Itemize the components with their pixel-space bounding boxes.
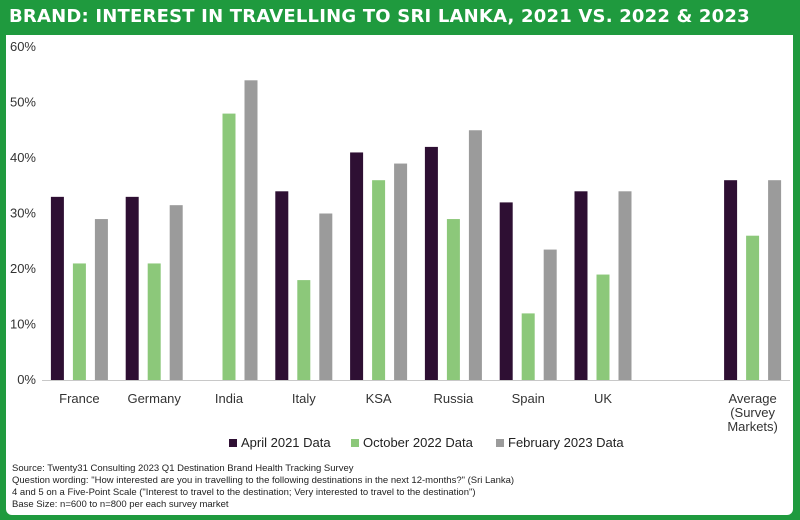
bar-april-2021-data-france bbox=[50, 196, 64, 380]
bar-february-2023-data-uk bbox=[618, 191, 632, 380]
y-tick-label: 20% bbox=[10, 261, 36, 276]
y-tick-label: 50% bbox=[10, 95, 36, 110]
base-size-note: Base Size: n=600 to n=800 per each surve… bbox=[12, 499, 229, 510]
x-tick-label-line: Italy bbox=[292, 391, 316, 406]
bar-february-2023-data-italy bbox=[319, 213, 333, 380]
legend-label: February 2023 Data bbox=[508, 435, 624, 450]
bar-october-2022-data-russia bbox=[446, 219, 460, 380]
y-tick-label: 60% bbox=[10, 39, 36, 54]
x-tick-label-line: (Survey bbox=[730, 405, 775, 420]
bar-february-2023-data-average-survey-markets- bbox=[768, 180, 782, 380]
bar-april-2021-data-germany bbox=[125, 196, 139, 380]
y-tick-label: 30% bbox=[10, 206, 36, 221]
x-tick-label: Germany bbox=[127, 391, 181, 406]
bar-april-2021-data-italy bbox=[275, 191, 289, 380]
legend-swatch bbox=[496, 439, 504, 447]
x-tick-label: France bbox=[59, 391, 99, 406]
x-tick-label: Russia bbox=[434, 391, 475, 406]
title-banner: BRAND: INTEREST IN TRAVELLING TO SRI LAN… bbox=[0, 0, 800, 34]
x-tick-label: Average (Survey Markets) bbox=[727, 391, 778, 434]
y-tick-label: 10% bbox=[10, 317, 36, 332]
legend-label: October 2022 Data bbox=[363, 435, 474, 450]
x-tick-label-line: France bbox=[59, 391, 99, 406]
bar-october-2022-data-italy bbox=[297, 280, 311, 380]
bars bbox=[50, 80, 782, 381]
x-tick-label-line: Markets) bbox=[727, 419, 778, 434]
legend-label: April 2021 Data bbox=[241, 435, 331, 450]
x-tick-label-line: Average bbox=[729, 391, 777, 406]
bar-february-2023-data-france bbox=[94, 219, 108, 380]
x-tick-label: India bbox=[215, 391, 244, 406]
bar-april-2021-data-russia bbox=[424, 146, 438, 380]
x-tick-label-line: Germany bbox=[127, 391, 181, 406]
y-axis: 0% 10% 20% 30% 40% 50% 60% bbox=[10, 39, 790, 387]
x-tick-label-line: Russia bbox=[434, 391, 475, 406]
footnotes: Source: Twenty31 Consulting 2023 Q1 Dest… bbox=[12, 463, 782, 511]
bar-april-2021-data-spain bbox=[499, 202, 513, 380]
bar-february-2023-data-ksa bbox=[394, 163, 408, 380]
x-tick-label: KSA bbox=[366, 391, 392, 406]
x-axis-labels: France Germany India Italy KSA Russia Spain UK A… bbox=[59, 391, 778, 434]
bar-october-2022-data-germany bbox=[147, 263, 161, 380]
bar-october-2022-data-ksa bbox=[372, 180, 386, 380]
chart-title: BRAND: INTEREST IN TRAVELLING TO SRI LAN… bbox=[9, 6, 750, 27]
bar-october-2022-data-average-survey-markets- bbox=[746, 235, 760, 380]
x-tick-label: Italy bbox=[292, 391, 316, 406]
bar-april-2021-data-uk bbox=[574, 191, 588, 380]
bar-february-2023-data-russia bbox=[468, 130, 482, 380]
bar-february-2023-data-spain bbox=[543, 249, 557, 380]
bar-october-2022-data-uk bbox=[596, 274, 610, 380]
x-tick-label-line: UK bbox=[594, 391, 612, 406]
bar-april-2021-data-ksa bbox=[350, 152, 364, 380]
scale-note: 4 and 5 on a Five-Point Scale ("Interest… bbox=[12, 487, 476, 498]
legend-swatch bbox=[351, 439, 359, 447]
bar-october-2022-data-spain bbox=[521, 313, 535, 380]
bar-february-2023-data-germany bbox=[169, 205, 183, 380]
x-tick-label-line: India bbox=[215, 391, 244, 406]
source-note: Source: Twenty31 Consulting 2023 Q1 Dest… bbox=[12, 463, 354, 474]
x-tick-label: Spain bbox=[512, 391, 545, 406]
bar-october-2022-data-france bbox=[72, 263, 86, 380]
question-note: Question wording: "How interested are yo… bbox=[12, 475, 515, 486]
y-tick-label: 0% bbox=[17, 372, 36, 387]
x-tick-label: UK bbox=[594, 391, 612, 406]
x-tick-label-line: KSA bbox=[366, 391, 392, 406]
y-tick-label: 40% bbox=[10, 150, 36, 165]
bar-april-2021-data-average-survey-markets- bbox=[724, 180, 738, 380]
legend: April 2021 Data October 2022 Data February… bbox=[229, 435, 624, 450]
bar-october-2022-data-india bbox=[222, 113, 236, 380]
bar-february-2023-data-india bbox=[244, 80, 258, 381]
x-tick-label-line: Spain bbox=[512, 391, 545, 406]
legend-swatch bbox=[229, 439, 237, 447]
